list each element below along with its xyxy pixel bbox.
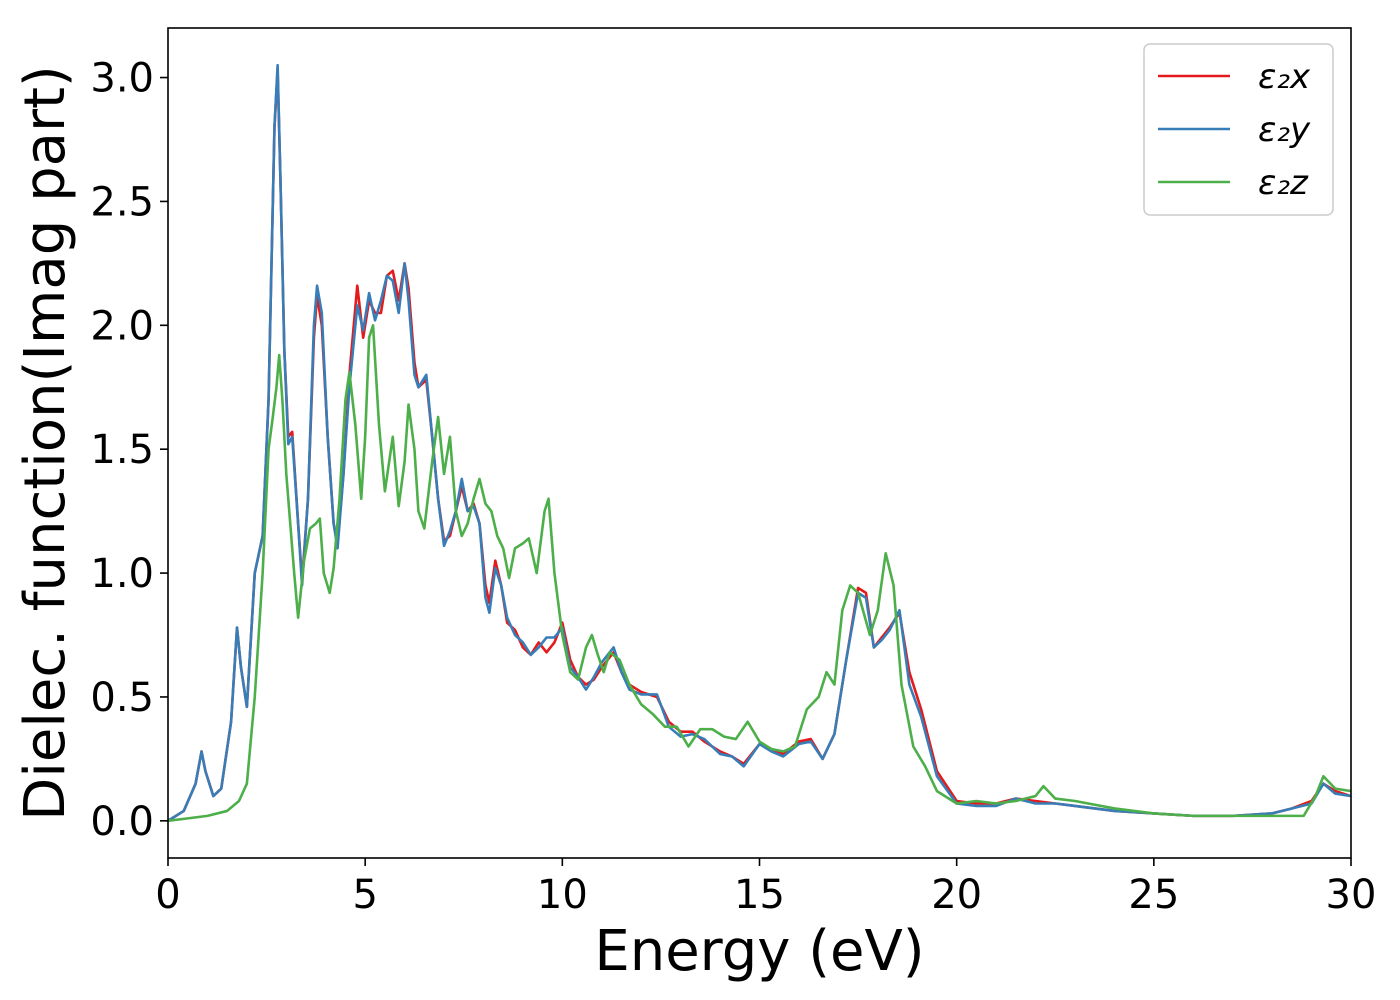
x-tick-label: 15 [734,872,785,918]
y-tick-label: 0.5 [90,675,154,721]
x-axis: 0 5 10 15 20 25 30 [155,858,1376,918]
y-tick-label: 3.0 [90,56,154,102]
y-tick-label: 2.5 [90,179,154,225]
legend: ε₂x ε₂y ε₂z [1143,43,1334,216]
x-axis-label: Energy (eV) [594,919,924,984]
x-tick-label: 25 [1128,872,1179,918]
series-line-2 [168,63,1351,823]
legend-label-1: ε₂x [1258,57,1311,97]
legend-label-3: ε₂z [1258,163,1309,203]
x-tick-label: 30 [1326,872,1377,918]
y-axis: 0.0 0.5 1.0 1.5 2.0 2.5 3.0 [90,56,168,845]
legend-label-2: ε₂y [1258,110,1311,150]
series-layer [168,63,1351,823]
y-tick-label: 1.5 [90,427,154,473]
legend-box [1143,43,1334,216]
x-tick-label: 0 [155,872,180,918]
series-line-3 [168,324,1351,823]
x-tick-label: 10 [537,872,588,918]
y-axis-label: Dielec. function(Imag part) [13,65,78,821]
y-tick-label: 2.0 [90,303,154,349]
x-tick-label: 20 [931,872,982,918]
x-tick-label: 5 [352,872,377,918]
y-tick-label: 0.0 [90,799,154,845]
y-tick-label: 1.0 [90,551,154,597]
